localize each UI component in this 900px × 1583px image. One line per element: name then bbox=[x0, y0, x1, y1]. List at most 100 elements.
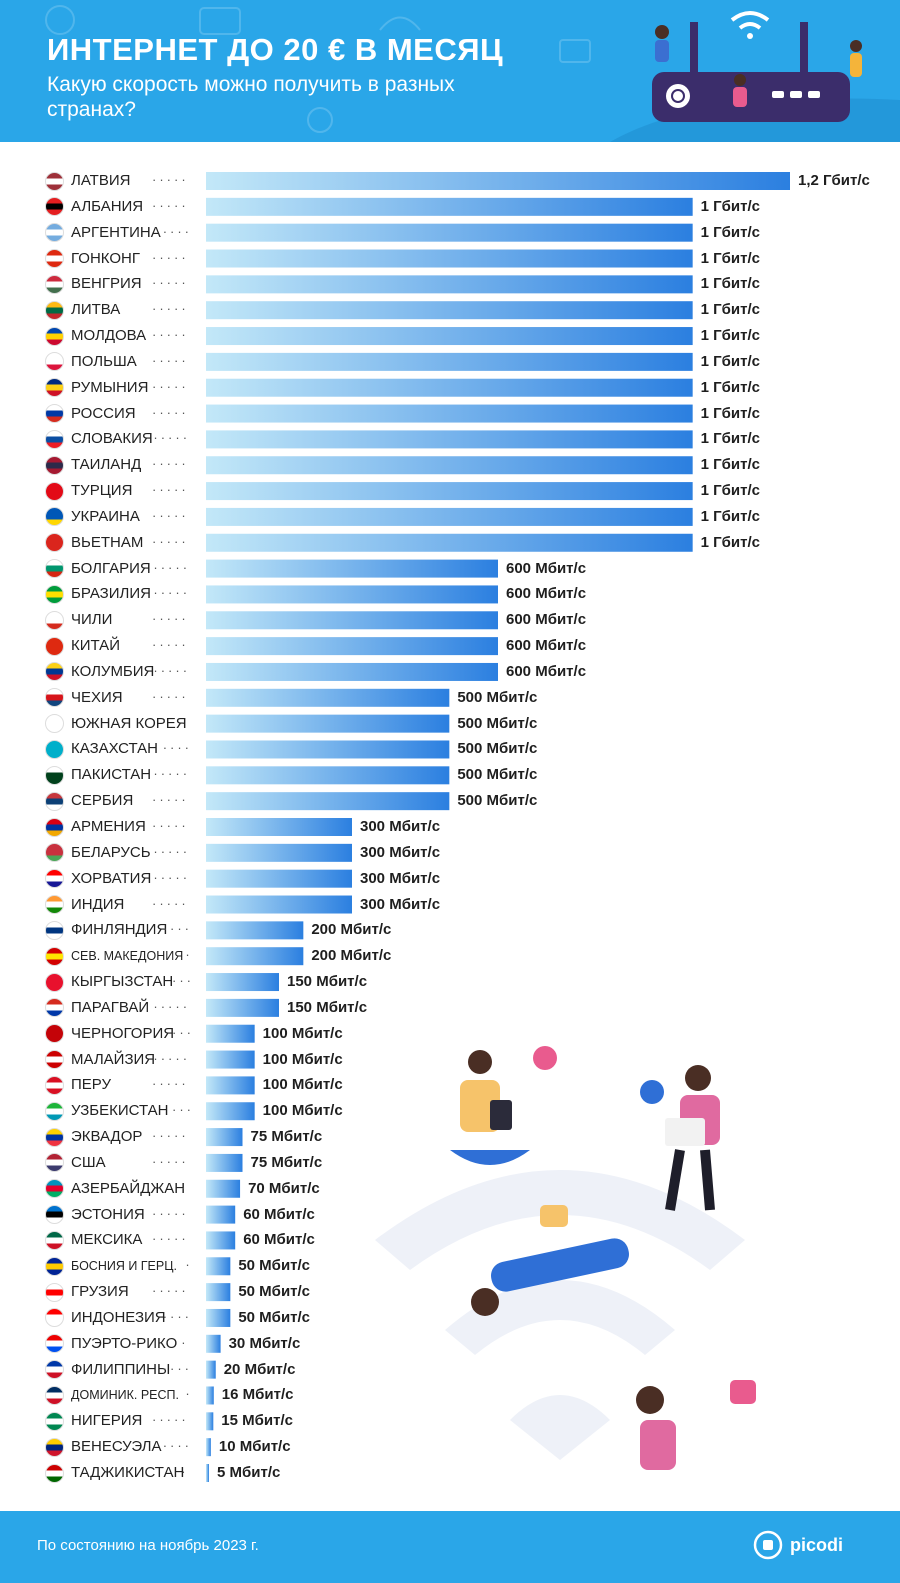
category-label: БОСНИЯ И ГЕРЦ. bbox=[71, 1259, 177, 1274]
value-label: 600 Мбит/с bbox=[506, 637, 587, 655]
category-label: БОЛГАРИЯ bbox=[71, 559, 151, 577]
category-label: КЫРГЫЗСТАН bbox=[71, 973, 174, 991]
flag-icon bbox=[45, 507, 64, 527]
category-label: БЕЛАРУСЬ bbox=[71, 843, 151, 861]
leader-dots: ····· bbox=[152, 1283, 189, 1299]
bar-9 bbox=[206, 404, 693, 423]
flag-icon bbox=[45, 171, 64, 191]
flag-icon bbox=[45, 300, 64, 320]
leader-dots: ····· bbox=[152, 611, 189, 627]
bar-15 bbox=[206, 559, 498, 578]
value-label: 50 Мбит/с bbox=[238, 1308, 311, 1326]
category-label: ВЕНГРИЯ bbox=[71, 275, 142, 293]
value-label: 500 Мбит/с bbox=[457, 792, 538, 810]
category-label: ТАИЛАНД bbox=[71, 456, 142, 474]
category-label: ИНДОНЕЗИЯ bbox=[71, 1308, 166, 1326]
bar-42 bbox=[206, 1257, 231, 1276]
flag-icon bbox=[45, 1256, 64, 1276]
leader-dots: ····· bbox=[152, 456, 189, 472]
bar-17 bbox=[206, 611, 498, 630]
flag-icon bbox=[45, 869, 64, 889]
leader-dots: ····· bbox=[153, 869, 191, 885]
category-label: ЧИЛИ bbox=[71, 611, 113, 629]
footer-note: По состоянию на ноябрь 2023 г. bbox=[37, 1537, 259, 1554]
flag-icon bbox=[45, 404, 64, 424]
leader-dots: ····· bbox=[152, 895, 189, 911]
leader-dots: · bbox=[181, 1334, 189, 1350]
category-label: НИГЕРИЯ bbox=[71, 1412, 143, 1430]
bar-8 bbox=[206, 378, 693, 397]
flag-icon bbox=[45, 791, 64, 811]
category-label: МОЛДОВА bbox=[71, 327, 147, 345]
footer-bar: По состоянию на ноябрь 2023 г. picodi bbox=[0, 1511, 900, 1583]
bar-18 bbox=[206, 637, 498, 656]
flag-icon bbox=[45, 817, 64, 837]
bar-29 bbox=[206, 921, 304, 940]
category-label: ВЕНЕСУЭЛА bbox=[71, 1438, 162, 1456]
flag-icon bbox=[45, 533, 64, 553]
category-label: ПОЛЬША bbox=[71, 352, 137, 370]
flag-icon bbox=[45, 378, 64, 398]
bar-2 bbox=[206, 223, 693, 242]
flag-icon bbox=[45, 895, 64, 915]
flag-icon bbox=[45, 1334, 64, 1354]
category-label: ЭКВАДОР bbox=[71, 1128, 143, 1146]
bar-46 bbox=[206, 1360, 216, 1379]
category-label: КОЛУМБИЯ bbox=[71, 662, 155, 680]
bar-5 bbox=[206, 301, 693, 320]
leader-dots: ···· bbox=[162, 921, 193, 937]
people-wifi-illustration bbox=[375, 1046, 756, 1470]
leader-dots: ····· bbox=[153, 843, 191, 859]
value-label: 600 Мбит/с bbox=[506, 559, 587, 577]
bar-24 bbox=[206, 792, 450, 811]
value-label: 10 Мбит/с bbox=[218, 1438, 291, 1456]
category-label: РУМЫНИЯ bbox=[71, 378, 149, 396]
flag-icon bbox=[45, 1385, 64, 1405]
brand-name: picodi bbox=[790, 1535, 843, 1555]
value-label: 15 Мбит/с bbox=[221, 1412, 293, 1430]
category-label: СЛОВАКИЯ bbox=[71, 430, 153, 448]
leader-dots: ····· bbox=[153, 1050, 191, 1066]
value-label: 100 Мбит/с bbox=[262, 1050, 343, 1068]
leader-dots: ····· bbox=[152, 172, 189, 187]
value-label: 16 Мбит/с bbox=[221, 1386, 294, 1404]
leader-dots: ····· bbox=[152, 301, 189, 317]
bar-30 bbox=[206, 947, 304, 966]
bar-39 bbox=[206, 1179, 241, 1198]
leader-dots: · bbox=[185, 947, 193, 963]
value-label: 60 Мбит/с bbox=[243, 1205, 315, 1223]
category-label: ЮЖНАЯ КОРЕЯ bbox=[71, 714, 187, 732]
category-label: УКРАИНА bbox=[71, 507, 140, 525]
value-label: 600 Мбит/с bbox=[506, 611, 587, 629]
category-label: ЛИТВА bbox=[71, 301, 121, 319]
value-label: 100 Мбит/с bbox=[262, 1024, 343, 1042]
category-label: ВЬЕТНАМ bbox=[71, 533, 144, 551]
leader-dots: ····· bbox=[153, 662, 191, 678]
flag-icon bbox=[45, 352, 64, 372]
leader-dots: ····· bbox=[152, 637, 189, 653]
flag-icon bbox=[45, 274, 64, 294]
flag-icon bbox=[45, 1437, 64, 1457]
flag-icon bbox=[45, 1360, 64, 1380]
value-label: 1 Гбит/с bbox=[700, 378, 761, 396]
flag-icon bbox=[45, 1179, 64, 1199]
flag-icon bbox=[45, 1308, 64, 1328]
value-label: 300 Мбит/с bbox=[360, 869, 441, 887]
bar-43 bbox=[206, 1283, 231, 1302]
flag-icon bbox=[45, 197, 64, 217]
category-label: ЭСТОНИЯ bbox=[71, 1205, 145, 1223]
leader-dots: ····· bbox=[152, 533, 189, 549]
flag-icon bbox=[45, 1282, 64, 1302]
value-label: 30 Мбит/с bbox=[228, 1334, 301, 1352]
page-title: ИНТЕРНЕТ ДО 20 € В МЕСЯЦ bbox=[47, 32, 504, 67]
flag-icon bbox=[45, 1411, 64, 1431]
category-label: РОССИЯ bbox=[71, 404, 136, 422]
category-label: МЕКСИКА bbox=[71, 1231, 143, 1249]
category-label: ГОНКОНГ bbox=[71, 249, 140, 267]
leader-dots: ··· bbox=[172, 1024, 194, 1040]
bar-41 bbox=[206, 1231, 236, 1250]
value-label: 150 Мбит/с bbox=[287, 973, 368, 991]
bar-40 bbox=[206, 1205, 236, 1224]
flag-icon bbox=[45, 1050, 64, 1070]
value-label: 100 Мбит/с bbox=[262, 1102, 343, 1120]
